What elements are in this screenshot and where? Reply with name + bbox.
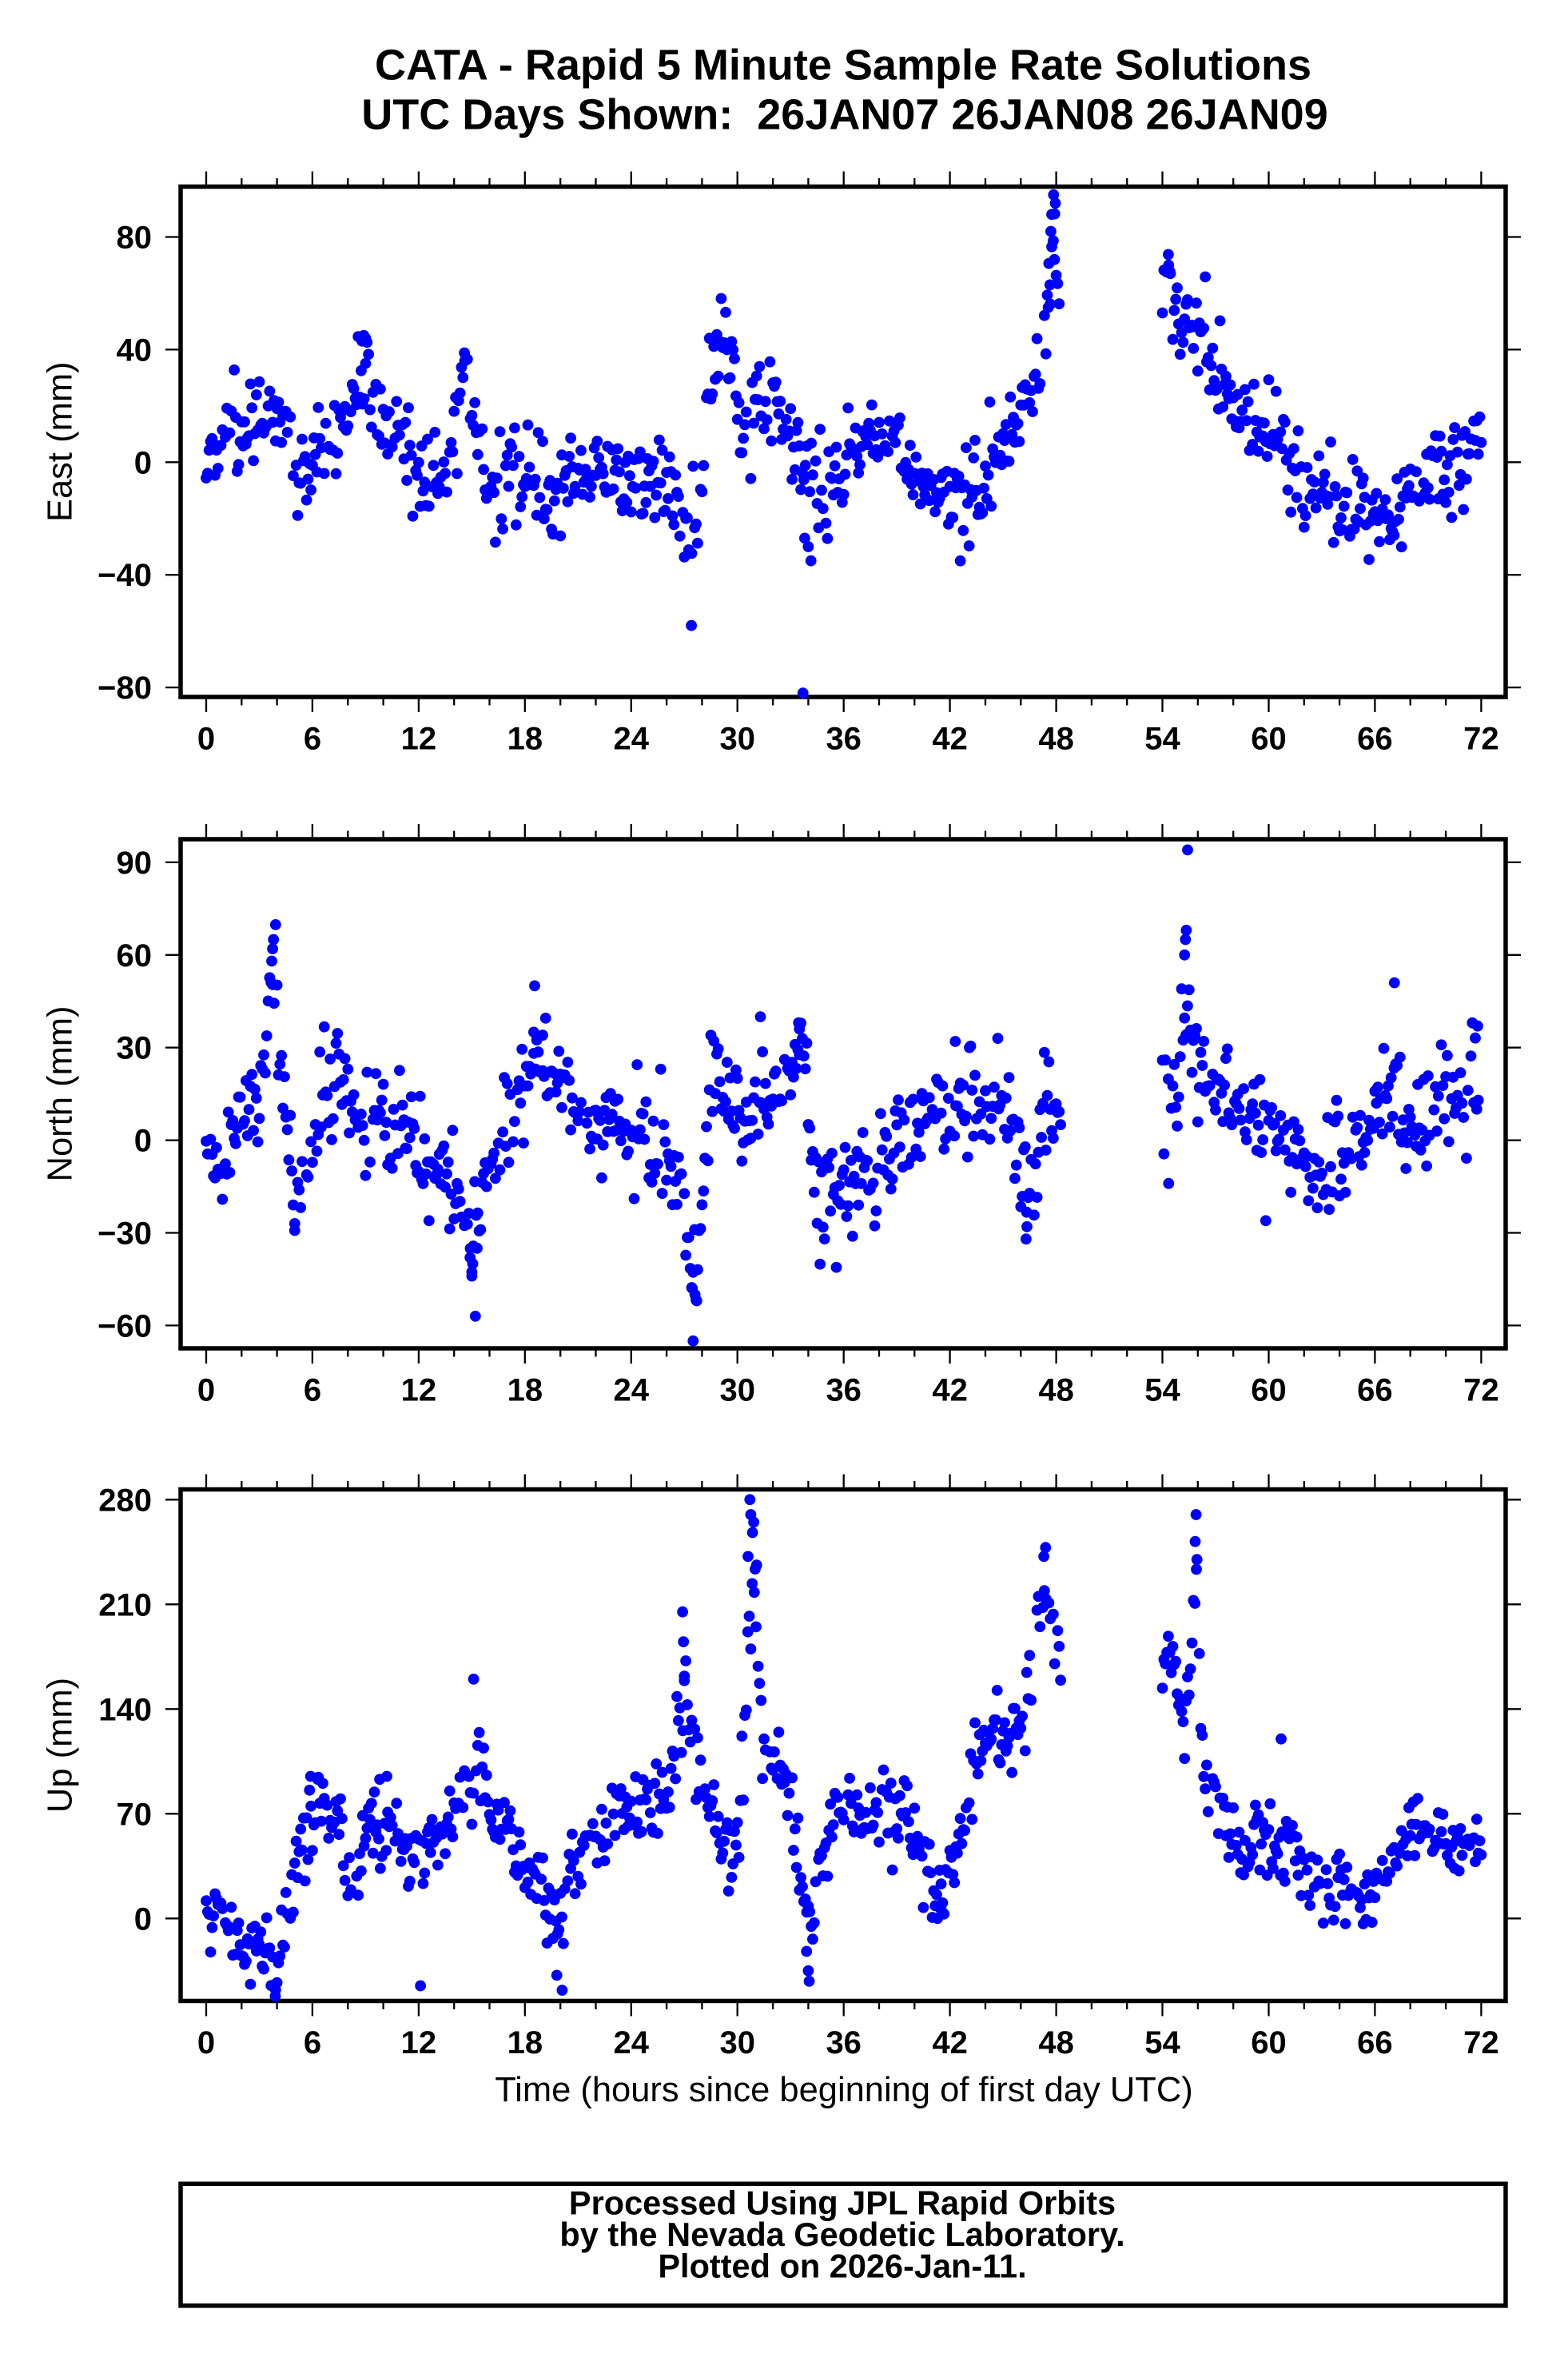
svg-text:Time (hours since beginning of: Time (hours since beginning of first day…	[495, 2071, 1193, 2109]
svg-text:42: 42	[932, 1373, 968, 1408]
svg-text:by the Nevada Geodetic Laborat: by the Nevada Geodetic Laboratory.	[559, 2216, 1124, 2253]
svg-text:70: 70	[117, 1797, 153, 1832]
svg-text:42: 42	[932, 2025, 968, 2060]
svg-text:24: 24	[614, 1373, 650, 1408]
svg-text:60: 60	[117, 938, 153, 973]
svg-text:0: 0	[197, 1373, 215, 1408]
svg-text:30: 30	[719, 2025, 755, 2060]
svg-text:−30: −30	[98, 1216, 152, 1251]
svg-text:66: 66	[1357, 722, 1393, 757]
svg-text:60: 60	[1251, 1373, 1287, 1408]
svg-text:18: 18	[507, 2025, 543, 2060]
svg-text:210: 210	[98, 1587, 152, 1622]
svg-text:24: 24	[614, 2025, 650, 2060]
svg-text:54: 54	[1144, 722, 1180, 757]
svg-text:280: 280	[98, 1483, 152, 1518]
svg-text:6: 6	[304, 722, 321, 757]
svg-text:18: 18	[507, 1373, 543, 1408]
svg-text:0: 0	[134, 1124, 152, 1159]
svg-text:12: 12	[401, 1373, 437, 1408]
svg-text:Up (mm): Up (mm)	[42, 1678, 80, 1813]
svg-text:80: 80	[117, 221, 153, 256]
svg-text:140: 140	[98, 1692, 152, 1727]
svg-text:−60: −60	[98, 1308, 152, 1344]
svg-text:12: 12	[401, 722, 437, 757]
svg-text:30: 30	[719, 722, 755, 757]
svg-text:CATA - Rapid 5 Minute Sample R: CATA - Rapid 5 Minute Sample Rate Soluti…	[375, 42, 1311, 90]
svg-text:54: 54	[1144, 1373, 1180, 1408]
svg-text:48: 48	[1038, 1373, 1074, 1408]
svg-text:36: 36	[826, 722, 862, 757]
svg-text:6: 6	[304, 1373, 321, 1408]
svg-text:36: 36	[826, 1373, 862, 1408]
svg-text:East (mm): East (mm)	[42, 361, 80, 522]
svg-text:42: 42	[932, 722, 968, 757]
svg-text:18: 18	[507, 722, 543, 757]
svg-text:72: 72	[1463, 1373, 1499, 1408]
svg-text:60: 60	[1251, 722, 1287, 757]
svg-text:48: 48	[1038, 722, 1074, 757]
svg-text:40: 40	[117, 332, 153, 368]
svg-text:0: 0	[197, 722, 215, 757]
svg-text:66: 66	[1357, 1373, 1393, 1408]
svg-text:60: 60	[1251, 2025, 1287, 2060]
svg-text:UTC Days Shown: 26JAN07 26JAN: UTC Days Shown: 26JAN07 26JAN08 26JAN09	[361, 91, 1328, 139]
svg-text:0: 0	[197, 2025, 215, 2060]
svg-text:90: 90	[117, 846, 153, 881]
svg-text:−80: −80	[98, 671, 152, 706]
svg-text:24: 24	[614, 722, 650, 757]
svg-text:72: 72	[1463, 722, 1499, 757]
svg-text:54: 54	[1144, 2025, 1180, 2060]
svg-text:72: 72	[1463, 2025, 1499, 2060]
svg-text:30: 30	[117, 1031, 153, 1066]
svg-text:36: 36	[826, 2025, 862, 2060]
svg-text:North (mm): North (mm)	[42, 1006, 80, 1182]
svg-text:12: 12	[401, 2025, 437, 2060]
svg-text:0: 0	[134, 1901, 152, 1937]
svg-text:0: 0	[134, 445, 152, 480]
svg-text:30: 30	[719, 1373, 755, 1408]
svg-text:48: 48	[1038, 2025, 1074, 2060]
svg-text:6: 6	[304, 2025, 321, 2060]
svg-text:Plotted on 2026-Jan-11.: Plotted on 2026-Jan-11.	[658, 2248, 1026, 2285]
svg-text:−40: −40	[98, 558, 152, 593]
svg-text:66: 66	[1357, 2025, 1393, 2060]
svg-text:Processed Using JPL Rapid Orbi: Processed Using JPL Rapid Orbits	[569, 2184, 1116, 2222]
